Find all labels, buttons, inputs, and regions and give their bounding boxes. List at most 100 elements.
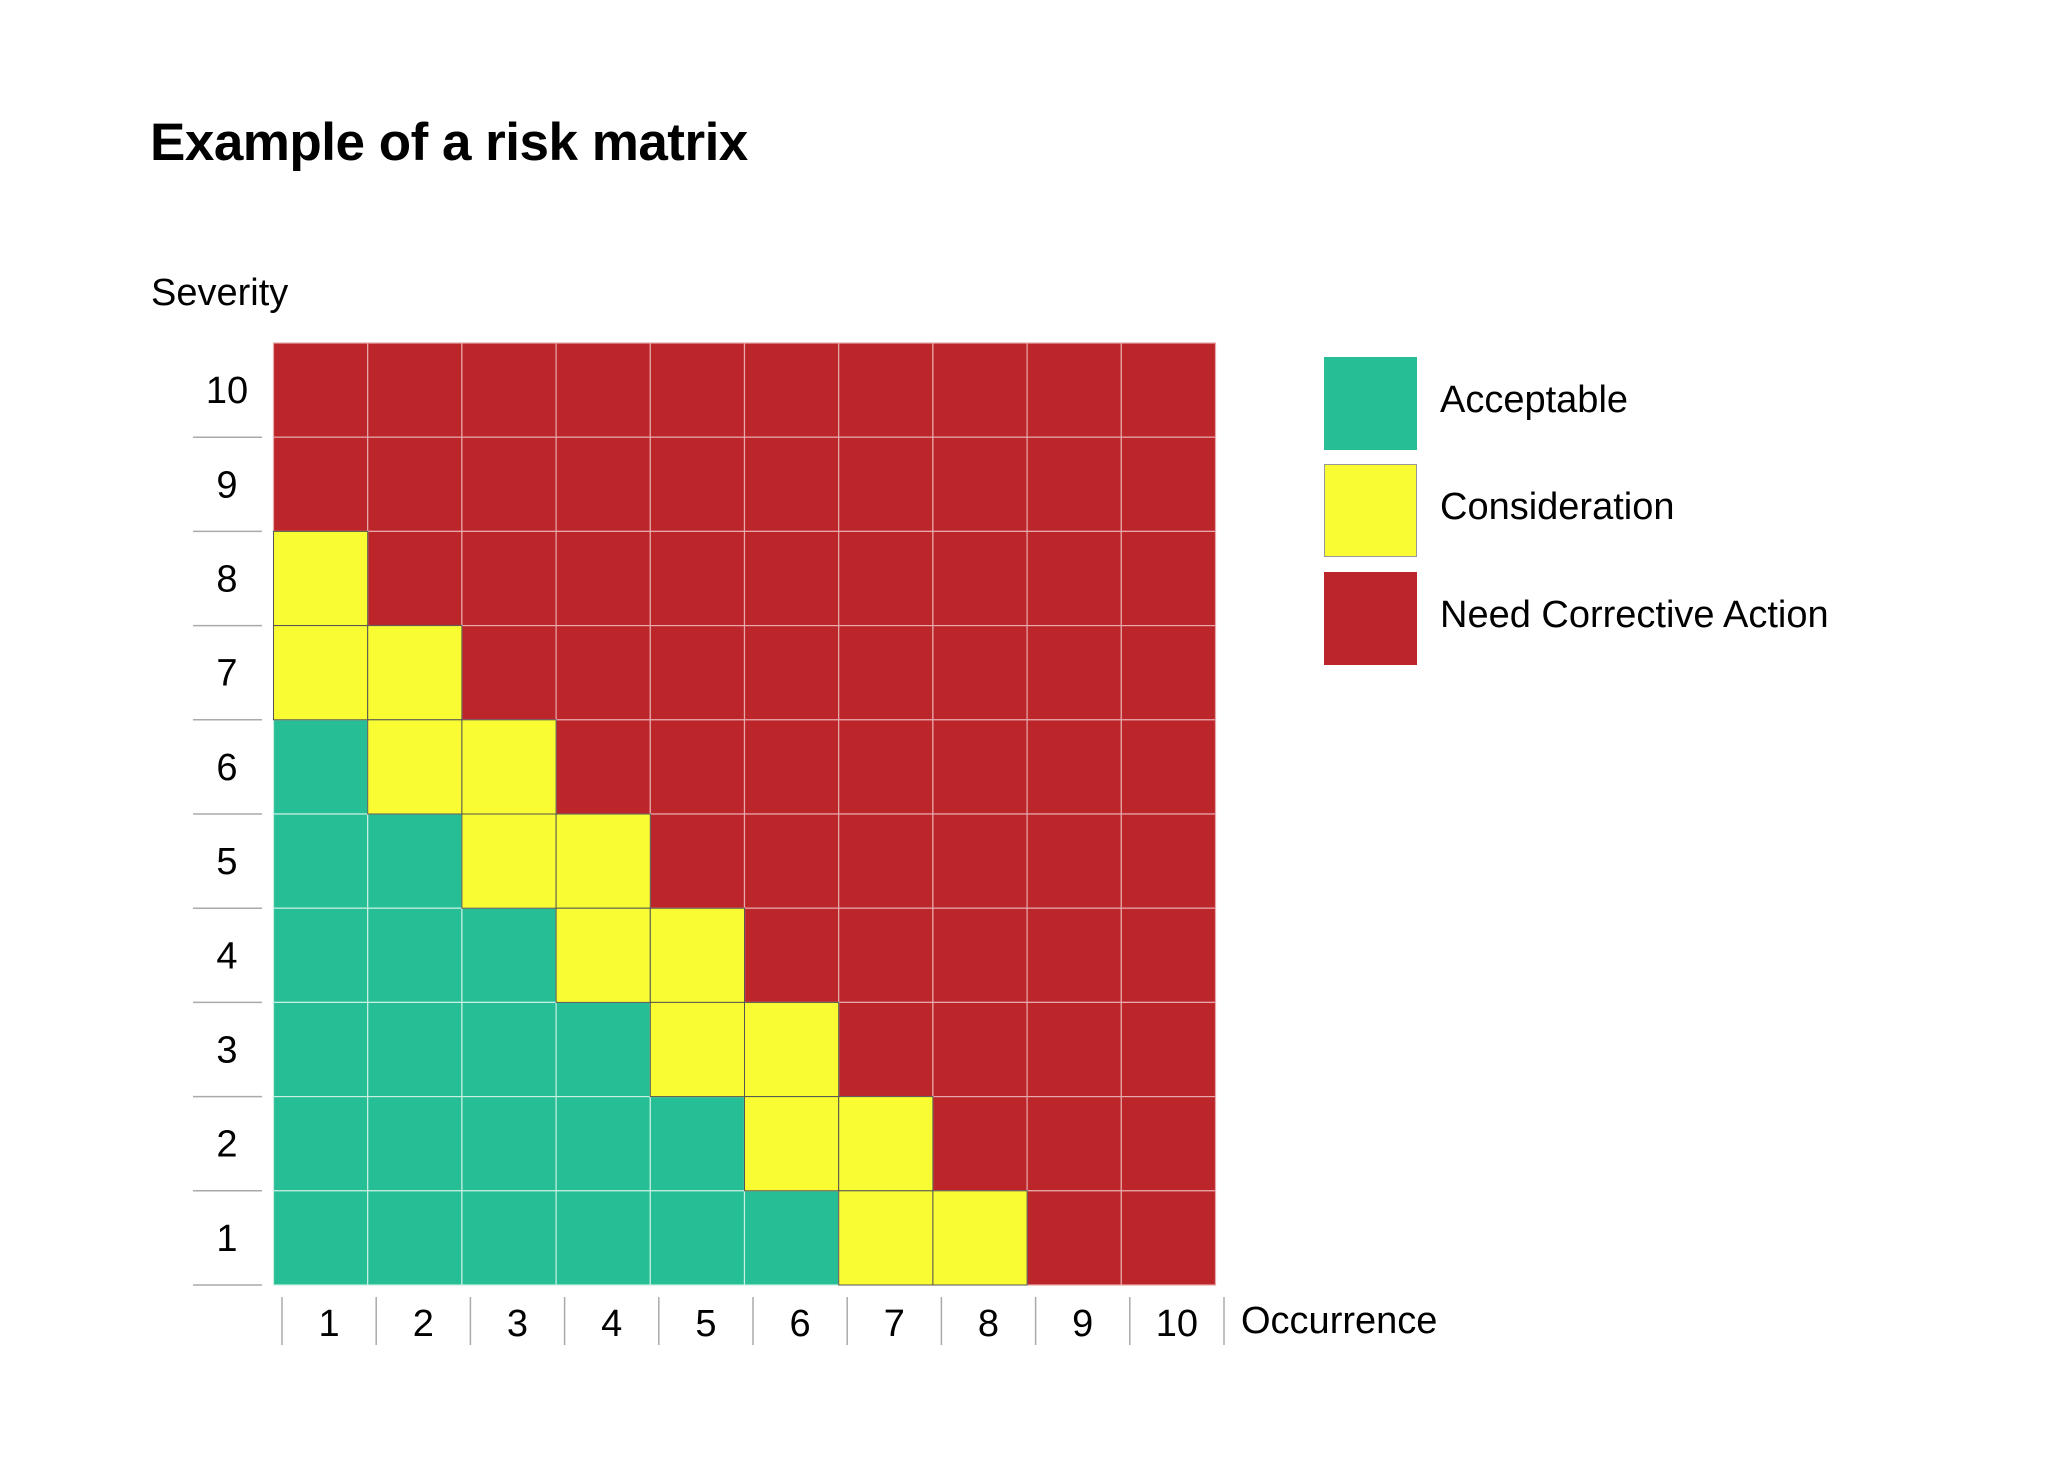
matrix-cell-sev2-occ8 <box>932 1095 1028 1192</box>
y-tick-label: 7 <box>216 653 237 695</box>
matrix-cell-sev3-occ5 <box>649 1001 745 1098</box>
matrix-cell-sev10-occ9 <box>1026 342 1122 438</box>
matrix-cell-sev10-occ7 <box>838 342 934 438</box>
legend-swatch <box>1324 572 1417 665</box>
x-tick-label: 6 <box>790 1303 811 1345</box>
matrix-cell-sev2-occ4 <box>555 1095 651 1192</box>
matrix-cell-sev3-occ10 <box>1120 1001 1217 1098</box>
matrix-cell-sev3-occ6 <box>744 1001 840 1098</box>
matrix-cell-sev3-occ9 <box>1026 1001 1122 1098</box>
matrix-cell-sev6-occ1 <box>272 719 369 815</box>
matrix-cell-sev3-occ3 <box>461 1001 557 1098</box>
y-tick-label: 6 <box>216 747 237 789</box>
matrix-cell-sev3-occ8 <box>932 1001 1028 1098</box>
matrix-cell-sev4-occ3 <box>461 907 557 1004</box>
matrix-cell-sev10-occ8 <box>932 342 1028 438</box>
legend-label: Need Corrective Action <box>1440 594 1829 636</box>
legend-label: Consideration <box>1440 486 1675 528</box>
chart-title: Example of a risk matrix <box>150 113 748 172</box>
legend-swatch <box>1324 464 1417 557</box>
matrix-cell-sev8-occ9 <box>1026 530 1122 627</box>
matrix-cell-sev7-occ8 <box>932 624 1028 721</box>
matrix-cell-sev6-occ3 <box>461 719 557 815</box>
x-tick-label: 1 <box>319 1303 340 1345</box>
matrix-cell-sev10-occ2 <box>367 342 463 438</box>
matrix-cell-sev6-occ5 <box>649 719 746 815</box>
y-tick-label: 10 <box>206 370 248 412</box>
y-tick-label: 8 <box>216 559 237 601</box>
matrix-cell-sev2-occ7 <box>838 1096 934 1192</box>
legend-item: Consideration <box>1324 464 2024 558</box>
x-tick-label: 5 <box>695 1303 716 1345</box>
matrix-cell-sev5-occ10 <box>1120 813 1217 909</box>
matrix-cell-sev8-occ5 <box>649 530 746 627</box>
legend-label: Acceptable <box>1440 379 1629 421</box>
matrix-cell-sev2-occ2 <box>367 1095 463 1192</box>
matrix-cell-sev9-occ4 <box>555 436 651 533</box>
x-axis-label: Occurrence <box>1241 1300 1438 1342</box>
matrix-cell-sev7-occ6 <box>743 624 840 721</box>
matrix-cell-sev8-occ1 <box>273 530 369 627</box>
x-tick-label: 9 <box>1072 1303 1093 1345</box>
matrix-cell-sev1-occ1 <box>272 1190 369 1286</box>
matrix-cell-sev6-occ6 <box>743 719 840 815</box>
matrix-cell-sev3-occ4 <box>555 1001 651 1098</box>
y-tick-label: 1 <box>216 1218 237 1260</box>
matrix-cell-sev9-occ3 <box>461 436 557 533</box>
matrix-cell-sev1-occ2 <box>367 1190 463 1286</box>
matrix-cell-sev7-occ7 <box>838 624 934 721</box>
matrix-cell-sev7-occ4 <box>555 624 651 721</box>
x-tick-label: 8 <box>978 1303 999 1345</box>
matrix-cell-sev1-occ10 <box>1120 1190 1217 1286</box>
matrix-cell-sev6-occ4 <box>555 719 651 815</box>
matrix-cell-sev3-occ7 <box>838 1001 934 1098</box>
y-tick-label: 5 <box>216 841 237 883</box>
matrix-cell-sev10-occ1 <box>272 342 369 438</box>
y-tick-label: 4 <box>216 935 237 977</box>
matrix-cell-sev6-occ8 <box>932 719 1028 815</box>
matrix-cell-sev4-occ6 <box>743 907 840 1004</box>
matrix-cell-sev6-occ9 <box>1026 719 1122 815</box>
matrix-cell-sev8-occ8 <box>932 530 1028 627</box>
matrix-cell-sev9-occ1 <box>272 436 369 533</box>
x-tick-label: 10 <box>1156 1303 1198 1345</box>
legend-item: Acceptable <box>1324 357 2024 451</box>
matrix-cell-sev9-occ7 <box>838 436 934 533</box>
matrix-cell-sev8-occ6 <box>743 530 840 627</box>
y-tick-label: 3 <box>216 1030 237 1072</box>
matrix-cell-sev4-occ1 <box>272 907 369 1004</box>
matrix-cell-sev6-occ2 <box>367 719 463 815</box>
matrix-cell-sev9-occ8 <box>932 436 1028 533</box>
matrix-cell-sev2-occ10 <box>1120 1095 1217 1192</box>
matrix-cell-sev10-occ5 <box>649 342 746 438</box>
matrix-cell-sev7-occ2 <box>367 625 463 721</box>
matrix-cell-sev4-occ4 <box>555 907 651 1003</box>
matrix-cell-sev2-occ9 <box>1026 1095 1122 1192</box>
matrix-cell-sev9-occ9 <box>1026 436 1122 533</box>
matrix-cell-sev5-occ6 <box>743 813 840 909</box>
x-tick-label: 2 <box>413 1303 434 1345</box>
matrix-cell-sev1-occ3 <box>461 1190 557 1286</box>
y-tick-label: 2 <box>216 1124 237 1166</box>
x-tick-label: 3 <box>507 1303 528 1345</box>
matrix-cell-sev5-occ9 <box>1026 813 1122 909</box>
matrix-cell-sev2-occ1 <box>272 1095 369 1192</box>
x-tick-label: 4 <box>601 1303 622 1345</box>
matrix-cell-sev4-occ8 <box>932 907 1028 1004</box>
matrix-cell-sev5-occ8 <box>932 813 1028 909</box>
matrix-cell-sev1-occ9 <box>1026 1190 1122 1286</box>
matrix-cell-sev1-occ5 <box>649 1190 746 1286</box>
matrix-cell-sev2-occ6 <box>744 1096 840 1192</box>
matrix-cell-sev4-occ5 <box>649 907 745 1003</box>
matrix-cell-sev3-occ2 <box>367 1001 463 1098</box>
matrix-cell-sev6-occ10 <box>1120 719 1217 815</box>
y-tick-label: 9 <box>216 464 237 506</box>
legend-swatch <box>1324 357 1417 450</box>
matrix-cell-sev4-occ7 <box>838 907 934 1004</box>
matrix-cell-sev5-occ7 <box>838 813 934 909</box>
matrix-cell-sev4-occ9 <box>1026 907 1122 1004</box>
matrix-cell-sev7-occ10 <box>1120 624 1217 721</box>
matrix-cell-sev10-occ10 <box>1120 342 1217 438</box>
matrix-cell-sev8-occ7 <box>838 530 934 627</box>
